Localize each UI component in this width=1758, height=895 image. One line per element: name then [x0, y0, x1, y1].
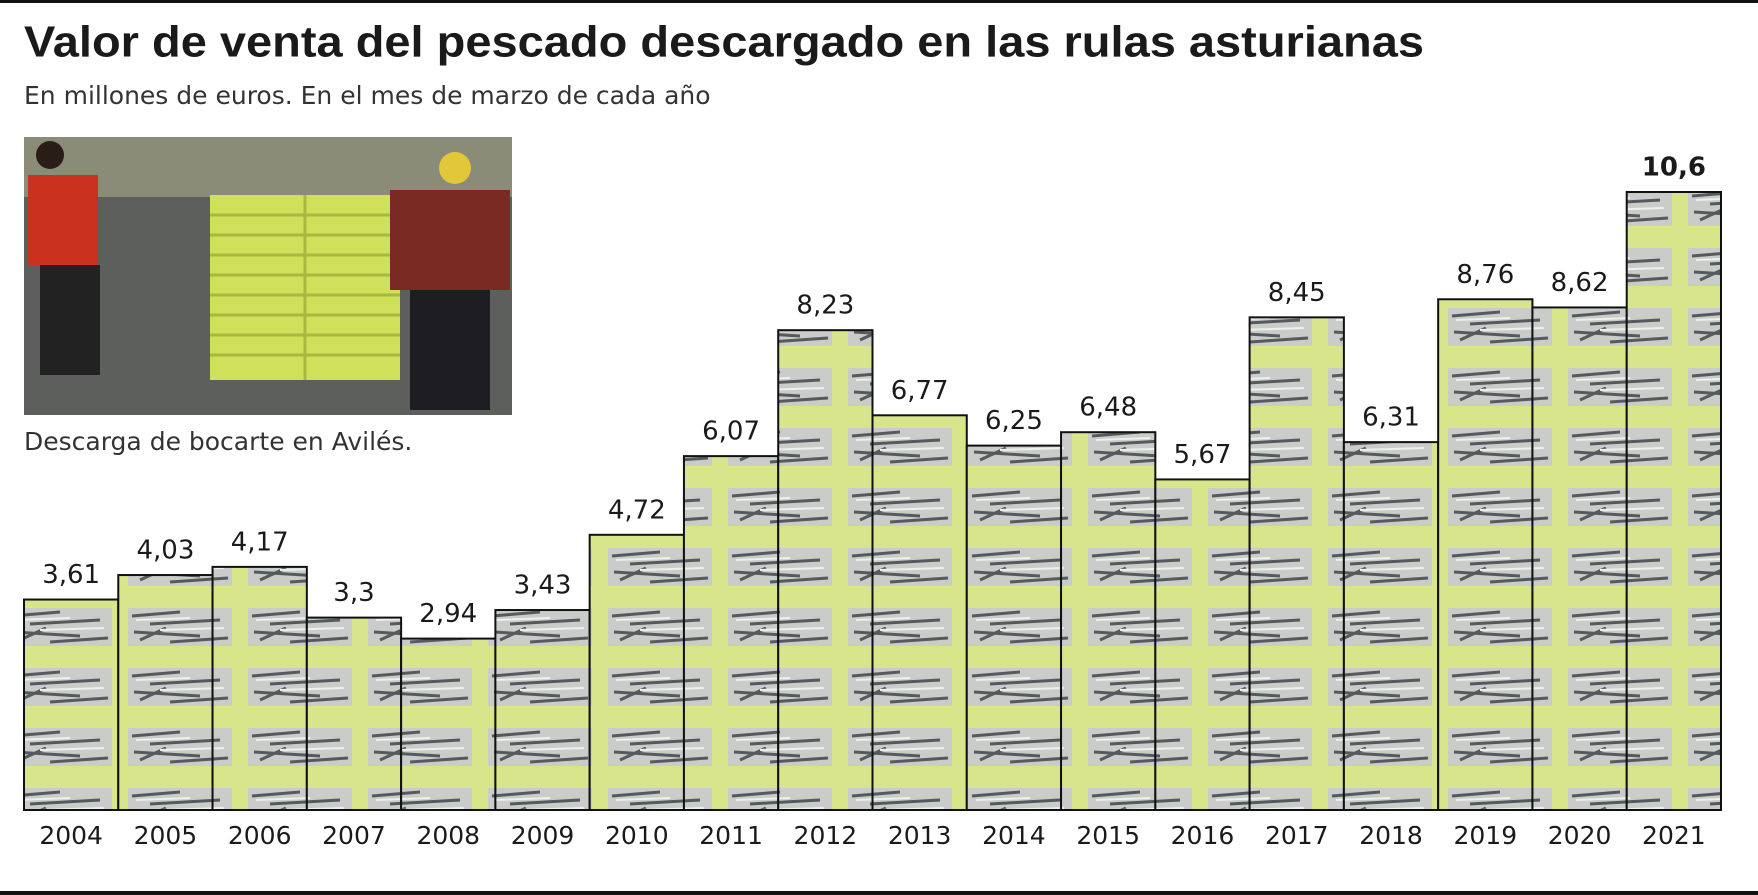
value-label: 3,43	[514, 571, 572, 601]
value-label: 6,77	[891, 376, 949, 406]
top-rule	[0, 0, 1758, 3]
bottom-rule	[0, 891, 1758, 895]
bar	[965, 444, 1063, 811]
x-tick-label: 2011	[699, 821, 763, 850]
x-tick-label: 2009	[511, 821, 575, 850]
bar	[1625, 191, 1722, 811]
value-label: 8,23	[796, 291, 854, 321]
x-tick-label: 2005	[134, 821, 198, 850]
bar	[1437, 298, 1534, 811]
value-label: 6,48	[1079, 393, 1137, 423]
value-label: 8,76	[1456, 260, 1514, 290]
bar	[588, 533, 685, 812]
bar	[1248, 316, 1345, 811]
x-tick-label: 2015	[1076, 821, 1140, 850]
x-tick-label: 2017	[1265, 821, 1329, 850]
bar	[682, 455, 780, 811]
value-label: 4,17	[231, 527, 289, 557]
chart-title: Valor de venta del pescado descargado en…	[24, 18, 1424, 67]
bar	[23, 598, 120, 812]
photo-caption: Descarga de bocarte en Avilés.	[24, 427, 412, 456]
x-tick-label: 2014	[982, 821, 1046, 850]
x-tick-label: 2007	[322, 821, 386, 850]
value-label: 6,31	[1362, 403, 1420, 433]
bar	[1342, 441, 1440, 811]
bar	[494, 609, 591, 812]
x-tick-label: 2010	[605, 821, 669, 850]
value-label: 3,3	[333, 578, 374, 608]
bar	[305, 616, 403, 811]
value-label: 6,07	[702, 417, 760, 447]
bar	[777, 329, 874, 811]
value-label: 2,94	[419, 599, 477, 629]
value-label: 4,72	[608, 495, 666, 525]
plot-area: 3,61 2004 4,03 2005 4,17 2006 3,3 2007 2,94 2008 3…	[23, 153, 1722, 850]
value-label: 10,6	[1642, 153, 1706, 183]
value-label: 8,62	[1551, 268, 1609, 298]
bar	[871, 414, 968, 811]
bar	[1060, 431, 1157, 811]
value-label: 5,67	[1174, 440, 1232, 470]
x-tick-label: 2021	[1642, 821, 1706, 850]
x-tick-label: 2020	[1548, 821, 1612, 850]
x-tick-label: 2016	[1171, 821, 1235, 850]
value-label: 4,03	[136, 536, 194, 566]
bar	[117, 574, 214, 811]
value-label: 6,25	[985, 406, 1043, 436]
x-tick-label: 2013	[888, 821, 952, 850]
bar	[211, 565, 308, 811]
bar	[1154, 478, 1251, 811]
bar	[400, 637, 497, 812]
x-tick-label: 2018	[1359, 821, 1423, 850]
bar	[1531, 306, 1628, 811]
x-tick-label: 2019	[1453, 821, 1517, 850]
x-tick-label: 2004	[39, 821, 103, 850]
x-tick-label: 2008	[416, 821, 480, 850]
value-label: 8,45	[1268, 278, 1326, 308]
x-tick-label: 2006	[228, 821, 292, 850]
x-tick-label: 2012	[794, 821, 858, 850]
photo	[24, 137, 512, 415]
chart-subtitle: En millones de euros. En el mes de marzo…	[24, 81, 711, 110]
value-label: 3,61	[42, 560, 100, 590]
